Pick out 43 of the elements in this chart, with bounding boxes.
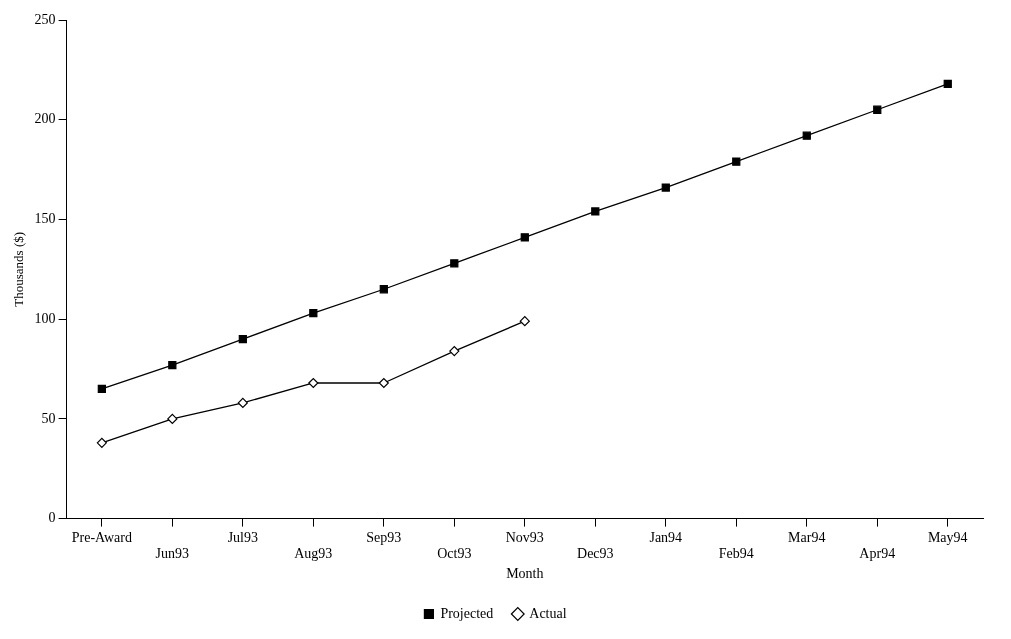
point [168, 360, 177, 370]
point [238, 334, 247, 344]
point [873, 105, 882, 114]
point [237, 397, 248, 409]
point [450, 259, 459, 268]
point [661, 183, 670, 192]
x-tick-label: May94 [927, 529, 968, 545]
point [802, 131, 811, 140]
point [167, 413, 178, 424]
x-tick-label: Jun93 [155, 546, 190, 562]
point [520, 233, 529, 242]
x-tick-label: Jan94 [649, 529, 683, 545]
point [379, 285, 388, 294]
x-tick-label: Aug93 [294, 546, 333, 562]
x-tick-label: Sep93 [366, 529, 402, 545]
point [309, 309, 318, 318]
x-tick-label: Jul93 [227, 529, 258, 545]
point [449, 345, 460, 357]
x-tick-label: Oct93 [437, 546, 472, 562]
x-tick-label: Feb94 [718, 546, 754, 562]
legend-label: Actual [529, 605, 567, 621]
y-axis-title: Thousands ($) [11, 231, 27, 307]
point [97, 384, 106, 394]
point [519, 316, 530, 327]
x-tick-label: Dec93 [577, 546, 614, 562]
y-tick-label: 50 [41, 410, 56, 426]
x-tick-label: Mar94 [788, 529, 826, 545]
x-tick-label: Apr94 [859, 546, 896, 562]
point [943, 79, 952, 88]
x-tick-label: Nov93 [505, 529, 544, 545]
y-tick-label: 250 [34, 11, 56, 27]
point [378, 377, 389, 389]
y-tick-label: 150 [34, 211, 56, 227]
legend-label: Projected [440, 605, 494, 621]
x-axis-title: Month [506, 566, 544, 582]
point [96, 437, 107, 448]
x-tick-label: Pre-Award [71, 529, 132, 545]
point [732, 157, 741, 166]
point [308, 377, 319, 389]
y-tick-label: 100 [34, 310, 56, 326]
y-tick-label: 0 [48, 510, 56, 526]
point [591, 207, 600, 216]
y-tick-label: 200 [34, 111, 56, 127]
